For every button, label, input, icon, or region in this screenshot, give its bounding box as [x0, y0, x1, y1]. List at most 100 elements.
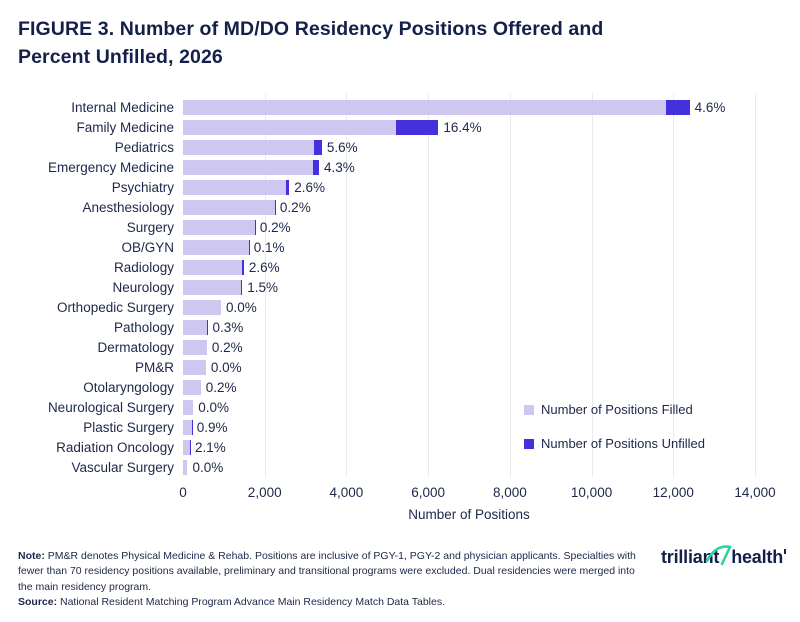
bar-filled-segment	[183, 399, 194, 415]
bar-percent-label: 0.0%	[225, 299, 257, 315]
category-label: Neurology	[112, 279, 174, 295]
gridline	[755, 93, 756, 477]
x-tick-label: 14,000	[734, 485, 776, 500]
legend-label-filled: Number of Positions Filled	[541, 402, 693, 417]
x-tick-label: 10,000	[570, 485, 613, 500]
stacked-bar	[183, 219, 255, 235]
bar-row: Neurological Surgery 0.0%	[48, 397, 755, 417]
bar-row: Pediatrics 5.6%	[115, 137, 755, 157]
bar-row: Pathology 0.3%	[114, 317, 755, 337]
category-label: Family Medicine	[76, 119, 174, 135]
stacked-bar	[183, 339, 207, 355]
bar-filled-segment	[183, 139, 315, 155]
source-text: National Resident Matching Program Advan…	[57, 596, 446, 609]
bar-percent-label: 0.2%	[211, 339, 243, 355]
gridline	[673, 93, 675, 477]
bar-unfilled-segment	[241, 279, 243, 295]
bar-filled-segment	[183, 459, 188, 475]
bar-percent-label: 0.0%	[198, 399, 229, 415]
stacked-bar	[183, 439, 190, 455]
stacked-bar	[183, 359, 206, 375]
gridline	[509, 93, 511, 477]
category-label: Psychiatry	[111, 179, 174, 195]
figure-title-line1: FIGURE 3. Number of MD/DO Residency Posi…	[18, 18, 604, 40]
bar-row: Neurology 1.5%	[112, 277, 755, 297]
category-label: Plastic Surgery	[83, 419, 174, 435]
bar-percent-label: 0.0%	[210, 359, 242, 375]
legend: Number of Positions Filled Number of Pos…	[524, 402, 705, 451]
stacked-bar	[183, 319, 208, 335]
gridline	[346, 93, 348, 477]
bar-percent-label: 0.3%	[212, 319, 244, 335]
bar-unfilled-segment	[286, 179, 290, 195]
bar-percent-label: 0.2%	[205, 379, 237, 395]
stacked-bar	[183, 259, 244, 275]
x-tick-label: 6,000	[411, 485, 446, 500]
bar-row: Dermatology 0.2%	[97, 337, 755, 357]
bar-row: PM&R 0.0%	[135, 357, 755, 377]
x-tick-label: 4,000	[329, 485, 364, 500]
bar-filled-segment	[183, 159, 314, 175]
gridline	[428, 93, 430, 477]
stacked-bar	[183, 199, 275, 215]
stacked-bar	[183, 379, 201, 395]
note-text: PM&R denotes Physical Medicine & Rehab. …	[18, 550, 636, 593]
bar-percent-label: 4.6%	[694, 99, 726, 115]
bar-row: Orthopedic Surgery 0.0%	[57, 297, 755, 317]
gridlines	[183, 93, 756, 477]
bar-unfilled-segment	[396, 119, 439, 135]
x-axis-label: Number of Positions	[408, 507, 530, 522]
bar-filled-segment	[183, 379, 201, 395]
category-label: Emergency Medicine	[47, 159, 174, 175]
bar-filled-segment	[183, 99, 667, 115]
bar-percent-label: 16.4%	[443, 119, 482, 135]
bar-row: Surgery 0.2%	[127, 217, 755, 237]
figure-title-line2: Percent Unfilled, 2026	[18, 45, 223, 68]
stacked-bar	[183, 99, 690, 115]
category-label: Dermatology	[97, 339, 174, 355]
bar-filled-segment	[183, 119, 397, 135]
bar-rows: Internal Medicine 4.6% Family Medicine 1…	[48, 97, 755, 477]
category-label: Vascular Surgery	[71, 459, 174, 475]
bar-filled-segment	[183, 419, 192, 435]
stacked-bar	[183, 419, 192, 435]
bar-percent-label: 0.0%	[192, 459, 224, 475]
x-axis-ticks: 0 2,000 4,000 6,000 8,000 10,000 12,000 14,000	[179, 485, 775, 501]
stacked-bar	[183, 299, 221, 315]
bar-filled-segment	[183, 179, 287, 195]
bar-percent-label: 2.6%	[248, 259, 280, 275]
stacked-bar	[183, 239, 249, 255]
category-label: OB/GYN	[121, 239, 174, 255]
stacked-bar	[183, 399, 194, 415]
legend-item-filled: Number of Positions Filled	[524, 402, 705, 417]
x-tick-label: 2,000	[247, 485, 282, 500]
bar-filled-segment	[183, 259, 243, 275]
bar-row: Anesthesiology 0.2%	[82, 197, 755, 217]
plot-area: Internal Medicine 4.6% Family Medicine 1…	[48, 93, 776, 522]
category-label: PM&R	[134, 359, 174, 375]
bar-row: Radiation Oncology 2.1%	[56, 437, 755, 457]
logo-word-trilliant: trilliant	[660, 547, 720, 567]
filled-swatch-icon	[524, 404, 534, 415]
unfilled-swatch-icon	[524, 438, 534, 449]
bar-percent-label: 0.2%	[279, 199, 311, 215]
logo-swoosh-icon	[705, 545, 733, 566]
bar-row: Plastic Surgery 0.9%	[83, 417, 755, 437]
bar-filled-segment	[183, 299, 221, 315]
stacked-bar	[183, 279, 243, 295]
bar-percent-label: 0.2%	[259, 219, 291, 235]
category-label: Otolaryngology	[83, 379, 174, 395]
bar-percent-label: 0.9%	[196, 419, 228, 435]
bar-unfilled-segment	[666, 99, 690, 115]
bar-filled-segment	[183, 279, 242, 295]
bar-percent-label: 4.3%	[324, 159, 355, 175]
category-label: Internal Medicine	[71, 99, 174, 115]
legend-item-unfilled: Number of Positions Unfilled	[524, 436, 705, 451]
category-label: Orthopedic Surgery	[56, 299, 174, 315]
category-label: Neurological Surgery	[47, 399, 174, 415]
category-label: Radiology	[113, 259, 174, 275]
bar-filled-segment	[183, 359, 206, 375]
bar-row: Emergency Medicine 4.3%	[48, 157, 755, 177]
category-label: Radiation Oncology	[56, 439, 174, 455]
